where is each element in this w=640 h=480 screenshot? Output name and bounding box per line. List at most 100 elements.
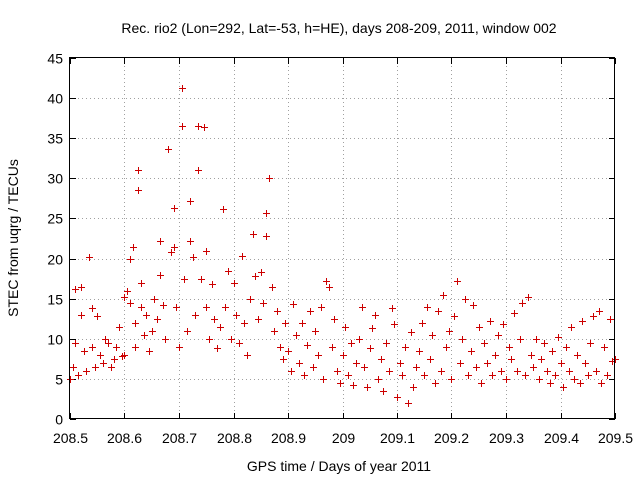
data-point [359,304,366,311]
data-point [124,288,131,295]
data-point [121,294,128,301]
data-point [337,380,344,387]
data-point [173,304,180,311]
data-point [533,336,540,343]
data-point [239,253,246,260]
data-point [508,356,515,363]
data-point [353,360,360,367]
x-tick-label: 208.6 [107,430,142,446]
axis-ticks: 208.5 208.6 208.7 208.8 208.9 209 209.1 209.2 20… [47,51,633,447]
data-point [220,206,227,213]
data-point [525,294,532,301]
data-point [266,175,273,182]
data-point [468,348,475,355]
data-point [211,316,218,323]
data-point [345,372,352,379]
data-point [601,344,608,351]
data-point [386,368,393,375]
data-point [111,356,118,363]
data-point [503,376,510,383]
data-point [462,296,469,303]
data-point [522,372,529,379]
data-point [380,388,387,395]
data-point [244,352,251,359]
data-point [138,304,145,311]
data-point [67,376,74,383]
data-point [132,344,139,351]
data-point [184,328,191,335]
data-point [70,364,77,371]
x-tick-label: 209.1 [380,430,415,446]
data-point [566,368,573,375]
data-point [231,280,238,287]
data-point [179,123,186,130]
data-point [187,198,194,205]
data-point [320,376,327,383]
data-point [342,324,349,331]
chart-title: Rec. rio2 (Lon=292, Lat=-53, h=HE), days… [121,20,556,36]
x-tick-label: 209 [332,430,356,446]
data-point [127,256,134,263]
data-point [476,324,483,331]
data-point [195,167,202,174]
data-point [97,352,104,359]
data-point [280,356,287,363]
data-point [329,344,336,351]
data-point [598,380,605,387]
data-point [132,320,139,327]
data-point [209,281,216,288]
data-point [203,248,210,255]
x-tick-label: 209.3 [489,430,524,446]
data-point [514,368,521,375]
data-point [72,340,79,347]
plot-frame [69,57,615,419]
data-point [301,372,308,379]
data-point [263,233,270,240]
data-point [571,376,578,383]
data-point [582,360,589,367]
y-tick-label: 40 [47,91,63,107]
data-point [198,276,205,283]
data-point [192,312,199,319]
data-point [517,336,524,343]
data-point [86,254,93,261]
y-tick-label: 10 [47,332,63,348]
x-tick-label: 208.5 [53,430,88,446]
data-point [397,360,404,367]
data-point [454,278,461,285]
data-point [250,231,257,238]
data-point [299,320,306,327]
data-point [89,344,96,351]
data-point [440,292,447,299]
data-point [206,336,213,343]
data-point [130,244,137,251]
data-points [67,85,619,407]
data-point [331,316,338,323]
data-point [432,380,439,387]
data-point [568,324,575,331]
data-point [574,352,581,359]
data-point [528,352,535,359]
data-point [176,344,183,351]
data-point [394,394,401,401]
data-point [190,254,197,261]
data-point [340,352,347,359]
data-point [203,304,210,311]
data-point [495,332,502,339]
y-tick-label: 20 [47,252,63,268]
data-point [552,372,559,379]
data-point [151,296,158,303]
data-point [473,364,480,371]
data-point [378,356,385,363]
data-point [402,344,409,351]
data-point [481,340,488,347]
data-point [293,332,300,339]
data-point [421,372,428,379]
y-tick-label: 25 [47,211,63,227]
data-point [304,342,311,349]
data-point [410,384,417,391]
data-point [438,368,445,375]
data-point [157,238,164,245]
data-point [187,238,194,245]
